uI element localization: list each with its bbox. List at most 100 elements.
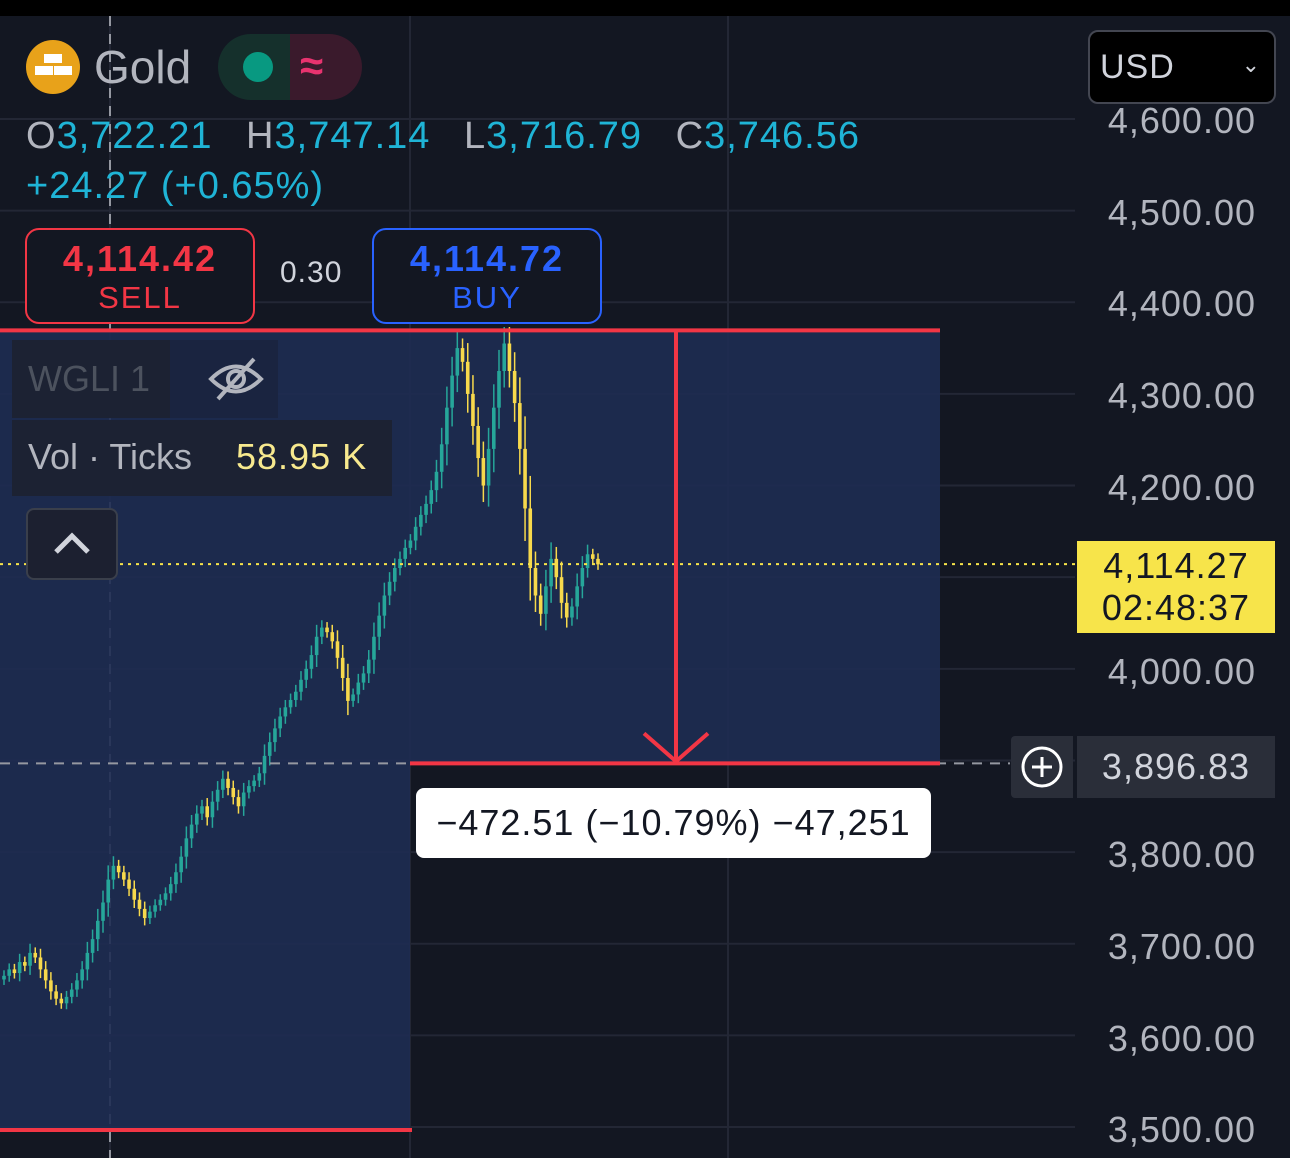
candle-body — [43, 969, 48, 981]
indicator-legend-row[interactable] — [12, 340, 170, 418]
candle-body — [64, 996, 69, 1004]
candle-body — [502, 343, 507, 371]
candle-body — [434, 471, 439, 491]
candle-body — [476, 425, 480, 459]
symbol-name[interactable]: Gold — [94, 41, 192, 93]
candle-body — [184, 838, 189, 857]
candle-body — [158, 899, 163, 906]
candle-body — [309, 655, 314, 669]
candle-body — [226, 778, 230, 788]
candle-body — [335, 641, 340, 658]
candle-body — [69, 989, 74, 997]
candle-body — [320, 627, 324, 637]
currency-select[interactable]: USD ⌄ — [1088, 30, 1276, 104]
candle-body — [304, 668, 309, 680]
y-tick-label: 3,700.00 — [1107, 926, 1256, 967]
volume-legend-row[interactable] — [12, 420, 392, 496]
candle-body — [460, 348, 465, 362]
candle-body — [361, 673, 366, 683]
candle-body — [59, 998, 64, 1004]
candle-body — [518, 403, 522, 449]
add-alert-button[interactable] — [1011, 736, 1073, 798]
candle-body — [28, 952, 32, 966]
candle-body — [262, 755, 267, 774]
open-value: 3,722.21 — [56, 115, 213, 157]
buy-button[interactable]: 4,114.72 BUY — [372, 228, 602, 324]
candle-body — [439, 444, 444, 472]
open-key: O — [26, 115, 57, 157]
candle-body — [231, 787, 236, 798]
candle-body — [101, 902, 105, 921]
candle-body — [564, 602, 569, 618]
plus-circle-icon — [1021, 746, 1063, 788]
measure-result-label: −472.51 (−10.79%) −47,251 — [416, 788, 931, 858]
chart-overlay — [0, 328, 1075, 1132]
candle-body — [75, 980, 79, 990]
candle-body — [2, 975, 6, 980]
candle-body — [137, 899, 142, 909]
candle-body — [111, 865, 116, 880]
candle-body — [419, 514, 423, 527]
y-tick-label: 3,800.00 — [1107, 834, 1256, 875]
collapse-legend-button[interactable] — [26, 508, 118, 580]
candle-body — [95, 920, 100, 940]
y-tick-label: 4,500.00 — [1107, 192, 1256, 233]
sell-button[interactable]: 4,114.42 SELL — [25, 228, 255, 324]
candle-body — [293, 691, 298, 700]
candle-body — [387, 581, 392, 596]
low-key: L — [463, 115, 487, 157]
last-price: 4,114.27 — [1103, 545, 1249, 586]
last-price-tag: 4,114.27 02:48:37 — [1077, 541, 1275, 633]
eye-off-icon[interactable] — [206, 354, 266, 409]
candles — [2, 327, 600, 1010]
candle-body — [366, 659, 371, 674]
y-tick-label: 3,600.00 — [1107, 1018, 1256, 1059]
candle-body — [382, 595, 387, 616]
candle-body — [200, 806, 204, 814]
currency-value: USD — [1100, 48, 1175, 86]
candle-body — [429, 490, 434, 504]
candle-body — [330, 632, 335, 642]
candle-body — [549, 558, 553, 587]
indicator-name: WGLI 1 — [28, 358, 151, 399]
market-status-pill[interactable] — [218, 34, 362, 100]
candle-body — [163, 893, 168, 900]
candle-body — [267, 742, 272, 756]
candle-body — [179, 856, 183, 873]
candle-body — [491, 407, 496, 449]
candle-body — [257, 773, 262, 781]
candle-body — [533, 568, 538, 596]
candle-body — [570, 606, 574, 618]
candle-body — [38, 957, 43, 970]
candle-body — [455, 348, 460, 376]
gold-bars-icon — [26, 40, 80, 94]
sell-label: SELL — [98, 280, 182, 315]
candle-body — [174, 872, 178, 885]
y-tick-label: 3,500.00 — [1107, 1109, 1256, 1150]
y-tick-label: 4,300.00 — [1107, 375, 1256, 416]
wave-icon: ≈ — [300, 42, 324, 89]
candle-body — [481, 458, 486, 486]
candle-body — [132, 888, 137, 900]
candle-body — [49, 980, 53, 992]
candle-body — [205, 806, 210, 818]
candle-body — [215, 789, 220, 802]
candle-body — [512, 371, 517, 404]
candle-body — [413, 526, 418, 541]
candle-body — [106, 879, 111, 903]
candle-body — [23, 962, 27, 966]
top-status-bar — [0, 0, 1290, 16]
y-tick-label: 4,000.00 — [1107, 651, 1256, 692]
candle-body — [497, 371, 501, 408]
candle-body — [465, 361, 470, 394]
price-change: +24.27 (+0.65%) — [26, 165, 325, 207]
candle-body — [325, 627, 329, 633]
candle-body — [299, 679, 303, 692]
candle-body — [17, 962, 22, 974]
candle-body — [580, 568, 585, 587]
market-open-dot-icon — [243, 52, 273, 82]
candle-body — [278, 716, 282, 729]
candle-body — [153, 905, 157, 912]
candle-body — [507, 343, 512, 371]
